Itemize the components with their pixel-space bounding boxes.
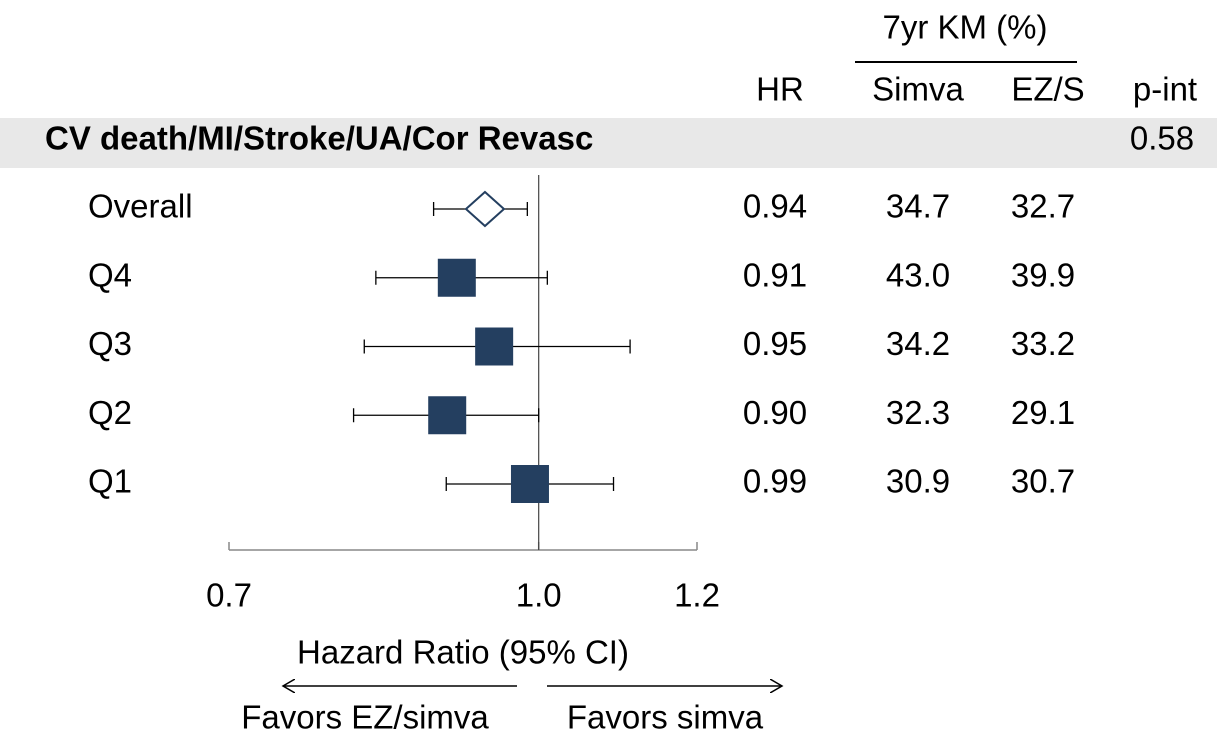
box [437,258,476,297]
p-int: 0.58 [1130,120,1194,157]
section-title: CV death/MI/Stroke/UA/Cor Revasc [45,120,593,157]
diamond [464,190,506,228]
simva-value: 32.3 [886,394,950,431]
row-label: Overall [88,188,193,225]
row-label: Q1 [88,463,132,500]
ezs-value: 32.7 [1011,188,1075,225]
hr-value: 0.94 [743,188,807,225]
p-int-header: p-int [1133,71,1197,108]
ezs-header: EZ/S [1011,71,1084,108]
x-tick-label: 0.7 [206,577,252,614]
simva-value: 34.2 [886,325,950,362]
simva-value: 30.9 [886,463,950,500]
x-tick-label: 1.2 [674,577,720,614]
hr-value: 0.91 [743,256,807,293]
simva-value: 43.0 [886,256,950,293]
hr-header: HR [756,71,804,108]
favors-left: Favors EZ/simva [241,699,489,736]
ezs-value: 30.7 [1011,463,1075,500]
ezs-value: 39.9 [1011,256,1075,293]
hr-value: 0.95 [743,325,807,362]
row-label: Q2 [88,394,132,431]
ezs-value: 33.2 [1011,325,1075,362]
box [510,465,549,503]
hr-value: 0.99 [743,463,807,500]
section-band [0,118,1217,168]
box [428,396,467,435]
favors-right: Favors simva [567,699,764,736]
ezs-value: 29.1 [1011,394,1075,431]
x-axis-label: Hazard Ratio (95% CI) [297,634,629,671]
km-header: 7yr KM (%) [883,9,1048,46]
simva-header: Simva [872,71,964,108]
hr-value: 0.90 [743,394,807,431]
row-label: Q3 [88,325,132,362]
simva-value: 34.7 [886,188,950,225]
box [475,327,514,366]
row-label: Q4 [88,256,132,293]
x-tick-label: 1.0 [516,577,562,614]
